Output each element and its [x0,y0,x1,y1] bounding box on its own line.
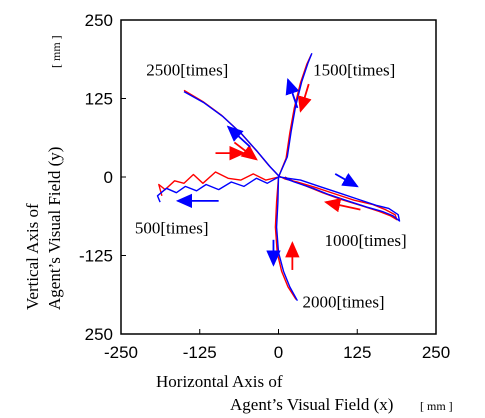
arrow-layer [175,77,361,270]
annotation-1: 1500[times] [313,60,395,79]
direction-arrow-red-7 [323,198,361,213]
y-tick-label: -125 [79,247,113,266]
trajectory-blue-3 [156,176,279,203]
annotation-4: 2000[times] [302,293,384,312]
direction-arrow-blue-6 [334,173,359,188]
x-tick-label: 250 [422,343,450,362]
direction-arrow-blue-3 [226,125,251,148]
x-tick-label: -125 [183,343,217,362]
y-axis-label-line1: Vertical Axis of [23,203,42,310]
y-axis-label-line2: Agent’s Visual Field (y) [45,147,64,310]
x-tick-label: -250 [104,343,138,362]
tick-layer: -250 -125 0 125 250 250 125 0 -125 250 [79,11,450,362]
x-tick-label: 125 [343,343,371,362]
annotation-2: 500[times] [135,219,209,238]
trajectory-blue-2 [275,176,299,302]
data-layer [156,53,401,302]
y-tick-label: 250 [85,325,113,344]
annotation-3: 1000[times] [324,231,406,250]
x-tick-label: 0 [274,343,283,362]
y-axis-label-unit: [ mm ] [49,35,63,68]
x-axis-label-unit: [ mm ] [420,399,453,413]
y-tick-label: 250 [85,11,113,30]
x-axis-label-line1: Horizontal Axis of [156,372,283,391]
trajectory-red-1 [277,54,312,178]
y-tick-label: 125 [85,90,113,109]
x-axis-label-line2: Agent’s Visual Field (x) [230,395,393,414]
direction-arrow-red-2 [233,141,258,161]
annotation-0: 2500[times] [146,60,228,79]
direction-arrow-blue-4 [285,77,300,109]
trajectory-blue-1 [277,53,313,178]
y-tick-label: 0 [104,168,113,187]
direction-arrow-red-5 [297,83,312,113]
annotation-layer: 2500[times] 1500[times] 500[times] 1000[tim… [135,60,407,311]
